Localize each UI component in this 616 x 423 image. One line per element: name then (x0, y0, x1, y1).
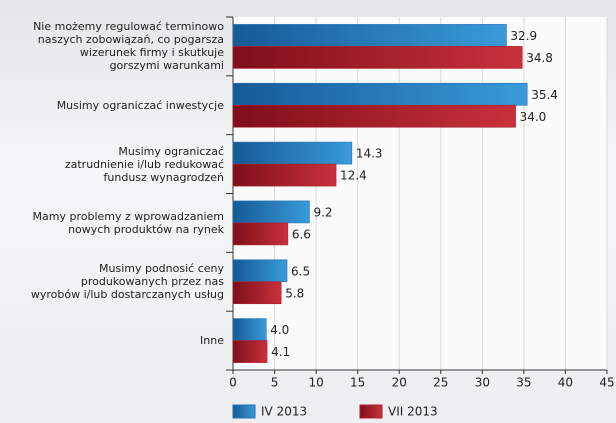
bar (232, 281, 282, 305)
data-label: 35.4 (531, 88, 558, 102)
category-label: Mamy problemy z wprowadzaniem nowych pro… (32, 209, 224, 236)
data-label: 9.2 (313, 205, 332, 219)
bar (232, 222, 289, 246)
category-label: Musimy ograniczać zatrudnienie i/lub red… (64, 144, 224, 184)
data-label: 34.0 (520, 110, 547, 124)
bar (232, 318, 267, 341)
category-label: Nie możemy regulować terminowo naszych z… (33, 20, 224, 73)
bar (232, 24, 507, 47)
x-tick-label: 45 (599, 376, 614, 390)
x-tick-label: 40 (558, 376, 573, 390)
x-tick-label: 25 (433, 376, 448, 390)
bar (232, 259, 288, 283)
x-tick-label: 35 (516, 376, 531, 390)
bar (232, 163, 337, 187)
bar (232, 82, 528, 106)
plot-area (233, 17, 607, 370)
bar (232, 46, 523, 69)
data-label: 14.3 (356, 147, 383, 161)
category-label: Musimy podnosić ceny produkowanych przez… (30, 262, 224, 302)
x-tick-label: 15 (350, 376, 365, 390)
legend-swatch (359, 404, 383, 419)
data-label: 32.9 (510, 29, 537, 43)
data-label: 12.4 (340, 169, 367, 183)
x-tick-label: 5 (271, 376, 279, 390)
bar (232, 104, 516, 128)
bar (232, 141, 353, 165)
data-label: 6.6 (292, 227, 311, 241)
legend-label: VII 2013 (388, 405, 438, 419)
x-tick-label: 30 (475, 376, 490, 390)
data-label: 34.8 (526, 51, 553, 65)
data-label: 4.1 (271, 345, 290, 359)
bar (232, 200, 310, 224)
legend-swatch (232, 404, 256, 419)
x-tick-label: 10 (308, 376, 323, 390)
x-tick-label: 0 (229, 376, 237, 390)
category-label: Musimy ograniczać inwestycje (56, 98, 224, 112)
data-label: 5.8 (285, 286, 304, 300)
bar (232, 340, 268, 363)
data-label: 4.0 (270, 323, 289, 337)
data-label: 6.5 (291, 264, 310, 278)
category-label: Inne (200, 334, 224, 348)
x-tick-label: 20 (392, 376, 407, 390)
legend-label: IV 2013 (261, 405, 307, 419)
